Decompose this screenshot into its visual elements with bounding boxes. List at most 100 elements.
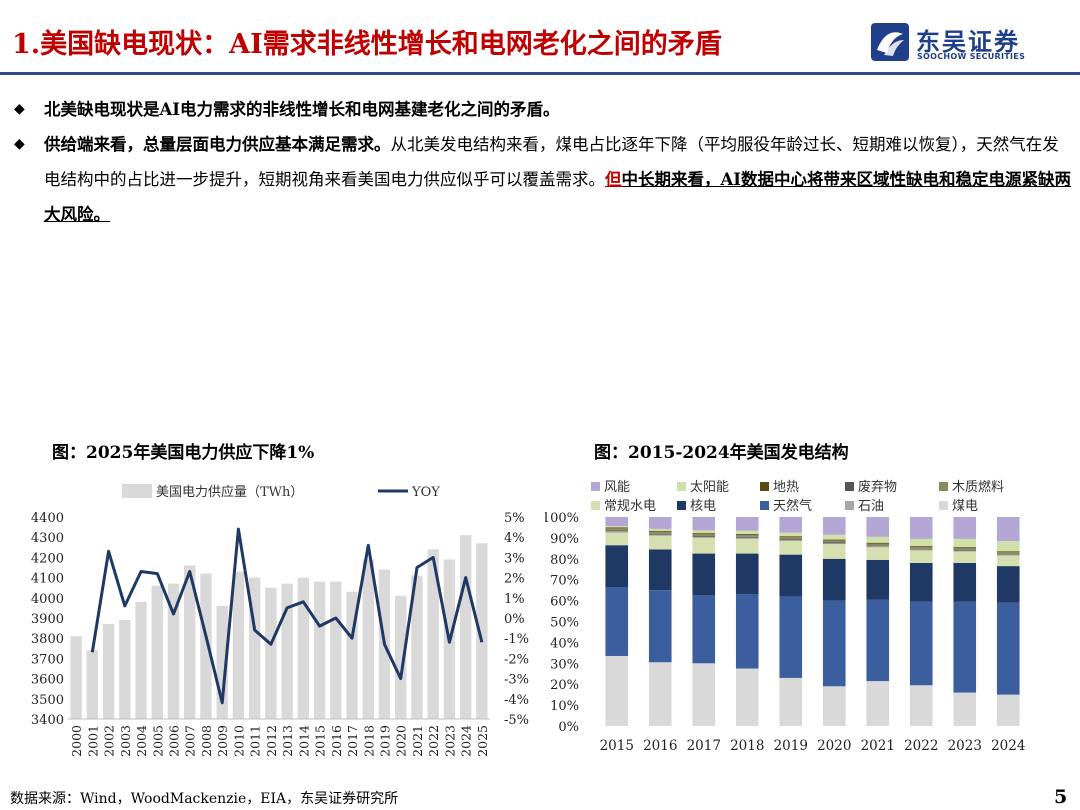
stack-segment bbox=[996, 552, 1020, 555]
data-source-note: 数据来源：Wind，WoodMackenzie，EIA，东吴证券研究所 bbox=[10, 791, 399, 807]
right-axis-tick-label: 5% bbox=[504, 511, 525, 526]
supply-bar bbox=[248, 577, 261, 719]
y-axis-tick-label: 20% bbox=[550, 678, 579, 693]
x-axis-tick-label: 2015 bbox=[600, 738, 634, 754]
legend-label: 天然气 bbox=[773, 498, 812, 514]
legend-label: 常规水电 bbox=[604, 499, 656, 514]
supply-bar bbox=[200, 573, 212, 719]
stack-segment bbox=[779, 536, 803, 538]
stack-segment bbox=[735, 530, 759, 534]
stack-segment bbox=[735, 534, 759, 537]
stack-segment bbox=[822, 539, 846, 541]
stack-segment bbox=[822, 544, 846, 559]
supply-bar bbox=[362, 559, 374, 719]
stack-segment bbox=[735, 668, 759, 726]
left-axis-tick-label: 3900 bbox=[31, 612, 64, 627]
legend-swatch-supply bbox=[122, 484, 152, 498]
right-axis-tick-label: 1% bbox=[504, 592, 525, 607]
supply-bar bbox=[216, 605, 228, 719]
stack-segment bbox=[692, 536, 716, 538]
stack-segment bbox=[605, 545, 629, 588]
stack-segment bbox=[692, 537, 716, 554]
stack-segment bbox=[779, 677, 803, 726]
supply-bar bbox=[459, 535, 472, 719]
legend-label: 煤电 bbox=[952, 499, 978, 514]
left-axis-tick-label: 4400 bbox=[31, 511, 64, 526]
bullet-1-text: 北美缺电现状是AI电力需求的非线性增长和电网基建老化之间的矛盾。 bbox=[44, 100, 560, 119]
stack-segment bbox=[648, 534, 672, 536]
stack-segment bbox=[866, 536, 890, 543]
diamond-bullet-icon: ◆ bbox=[14, 101, 25, 117]
right-axis-tick-label: -4% bbox=[504, 693, 529, 708]
stack-segment bbox=[735, 536, 759, 538]
stack-segment bbox=[996, 541, 1020, 552]
legend-swatch bbox=[591, 482, 600, 491]
stack-segment bbox=[909, 685, 933, 726]
stack-segment bbox=[822, 686, 846, 726]
stack-segment bbox=[735, 517, 759, 531]
stack-segment bbox=[779, 554, 803, 597]
x-axis-tick-label: 2019 bbox=[774, 738, 808, 754]
supply-bar bbox=[313, 581, 326, 719]
stack-segment bbox=[692, 663, 716, 726]
legend-swatch bbox=[591, 501, 600, 510]
x-axis-tick-label: 2020 bbox=[817, 738, 851, 754]
stack-segment bbox=[735, 533, 759, 535]
x-axis-tick-label: 2023 bbox=[948, 738, 982, 754]
right-axis-tick-label: 4% bbox=[504, 531, 525, 546]
stack-segment bbox=[605, 526, 629, 528]
stack-segment bbox=[648, 517, 672, 529]
stack-segment bbox=[735, 537, 759, 539]
y-axis-tick-label: 70% bbox=[550, 574, 579, 589]
stack-segment bbox=[648, 531, 672, 534]
legend-label-supply: 美国电力供应量（TWh） bbox=[156, 484, 303, 500]
legend-swatch bbox=[677, 482, 686, 491]
stack-segment bbox=[953, 517, 977, 539]
supply-bar bbox=[151, 585, 163, 719]
stack-segment bbox=[822, 517, 846, 535]
logo-text-en: SOOCHOW SECURITIES bbox=[917, 52, 1026, 61]
supply-bar bbox=[395, 595, 407, 719]
stack-segment bbox=[779, 541, 803, 555]
stack-segment bbox=[605, 532, 629, 546]
left-axis-tick-label: 4100 bbox=[31, 572, 64, 587]
stack-segment bbox=[735, 553, 759, 595]
legend-label: 石油 bbox=[858, 499, 884, 514]
right-axis-tick-label: -5% bbox=[504, 713, 529, 728]
diamond-bullet-icon: ◆ bbox=[14, 136, 25, 152]
stack-segment bbox=[953, 538, 977, 548]
left-figure-title: 图：2025年美国电力供应下降1% bbox=[52, 443, 315, 463]
company-logo: 东吴证券 SOOCHOW SECURITIES bbox=[870, 22, 1070, 64]
stack-segment bbox=[866, 559, 890, 600]
left-axis-tick-label: 3600 bbox=[31, 673, 64, 688]
x-axis-tick-label: 2016 bbox=[643, 738, 677, 754]
stack-segment bbox=[996, 566, 1020, 603]
stack-segment bbox=[909, 549, 933, 551]
supply-bar bbox=[281, 583, 293, 719]
x-axis-tick-label: 2007 bbox=[183, 725, 198, 757]
supply-bar bbox=[102, 624, 115, 719]
legend-label: 太阳能 bbox=[690, 480, 729, 495]
bullet-2-tail: 中长期来看，AI数据中心将带来区域性缺电和稳定电源紧缺两大风险。 bbox=[44, 170, 1072, 224]
right-axis-tick-label: 0% bbox=[504, 612, 525, 627]
bullet-item-1: ◆ 北美缺电现状是AI电力需求的非线性增长和电网基建老化之间的矛盾。 bbox=[14, 92, 1074, 127]
x-axis-tick-label: 2006 bbox=[167, 725, 182, 757]
x-axis-tick-label: 2024 bbox=[459, 725, 474, 757]
legend-label-yoy: YOY bbox=[411, 485, 440, 500]
stack-segment bbox=[605, 528, 629, 531]
supply-bar bbox=[427, 549, 439, 719]
left-axis-tick-label: 4300 bbox=[31, 531, 64, 546]
x-axis-tick-label: 2019 bbox=[378, 725, 393, 757]
x-axis-tick-label: 2023 bbox=[442, 725, 457, 757]
x-axis-tick-label: 2017 bbox=[687, 738, 721, 754]
legend-swatch bbox=[677, 501, 686, 510]
stack-segment bbox=[909, 550, 933, 563]
stack-segment bbox=[692, 553, 716, 596]
x-axis-tick-label: 2021 bbox=[861, 738, 895, 754]
y-axis-tick-label: 90% bbox=[550, 532, 579, 547]
stack-segment bbox=[779, 539, 803, 542]
stack-segment bbox=[779, 537, 803, 540]
y-axis-tick-label: 10% bbox=[550, 699, 579, 714]
x-axis-tick-label: 2011 bbox=[248, 725, 263, 757]
x-axis-tick-label: 2021 bbox=[410, 725, 425, 757]
